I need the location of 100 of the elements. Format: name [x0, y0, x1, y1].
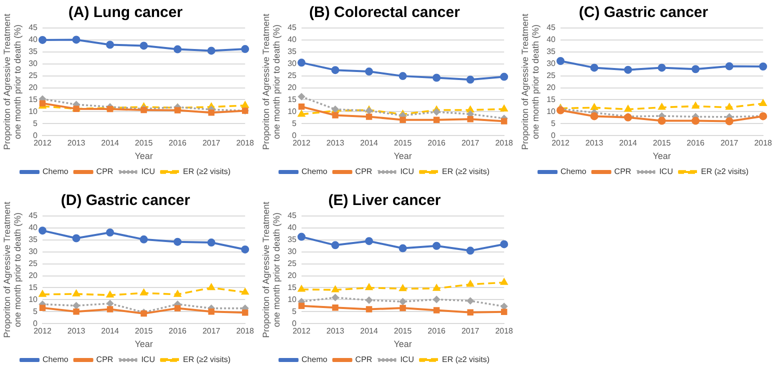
x-tick-label: 2016 [428, 138, 446, 148]
legend-label: Chemo [302, 167, 328, 176]
x-tick-label: 2012 [292, 326, 311, 336]
legend-label: Chemo [560, 167, 587, 176]
y-tick-label: 20 [28, 270, 38, 280]
y-tick-label: 45 [28, 211, 38, 220]
legend-label: CPR [96, 167, 114, 176]
y-tick-label: 30 [28, 247, 38, 256]
y-axis-title: Proporiton of Agressive Treatment one month prior to death (%) [2, 201, 23, 338]
x-tick-label: 2014 [101, 326, 120, 336]
y-tick-label: 25 [546, 71, 556, 80]
legend-label: CPR [355, 167, 372, 176]
legend-label: ICU [141, 167, 156, 176]
x-tick-label: 2012 [34, 326, 52, 336]
y-tick-label: 20 [546, 82, 556, 92]
y-tick-label: 40 [288, 223, 298, 232]
x-tick-label: 2016 [428, 326, 446, 336]
y-tick-label: 20 [28, 82, 38, 92]
y-tick-label: 5 [551, 118, 556, 128]
y-tick-label: 5 [292, 306, 298, 316]
x-axis-title: Year [652, 151, 671, 162]
y-tick-label: 35 [546, 47, 556, 56]
y-tick-label: 10 [546, 106, 556, 116]
y-tick-label: 30 [546, 59, 556, 68]
y-tick-label: 10 [288, 106, 298, 116]
y-tick-label: 20 [288, 82, 298, 92]
x-tick-label: 2015 [394, 326, 412, 336]
y-tick-label: 35 [28, 235, 38, 244]
y-tick-label: 45 [546, 23, 556, 32]
y-tick-label: 20 [288, 270, 298, 280]
x-tick-label: 2013 [326, 326, 345, 336]
x-tick-label: 2018 [754, 138, 773, 148]
legend-label: ICU [141, 355, 156, 364]
x-tick-label: 2015 [134, 138, 154, 148]
chart-title: (D) Gastric cancer [60, 192, 190, 210]
y-tick-label: 15 [28, 94, 38, 104]
y-tick-label: 30 [28, 59, 38, 68]
y-tick-label: 10 [28, 106, 38, 116]
chart-title: (A) Lung cancer [68, 4, 183, 22]
x-tick-label: 2015 [394, 138, 412, 148]
y-tick-label: 0 [292, 318, 298, 328]
y-tick-label: 0 [33, 318, 38, 328]
x-tick-label: 2017 [202, 326, 221, 336]
x-tick-label: 2016 [168, 138, 188, 148]
y-tick-label: 0 [33, 130, 38, 140]
chart-title: (E) Liver cancer [328, 192, 441, 210]
x-tick-label: 2015 [652, 138, 672, 148]
y-tick-label: 5 [33, 306, 38, 316]
y-axis-title: Proporiton of Agressive Treatment one month prior to death (%) [260, 13, 282, 150]
x-tick-label: 2013 [585, 138, 604, 148]
x-tick-label: 2016 [686, 138, 706, 148]
y-tick-label: 40 [28, 223, 38, 232]
legend-label: ICU [400, 355, 414, 364]
y-tick-label: 25 [28, 259, 38, 268]
x-tick-label: 2017 [720, 138, 739, 148]
x-tick-label: 2014 [360, 326, 378, 336]
legend-label: CPR [614, 167, 632, 176]
y-tick-label: 45 [28, 23, 38, 32]
y-tick-label: 30 [288, 247, 298, 256]
legend-label: Chemo [42, 355, 69, 364]
y-tick-label: 0 [551, 130, 556, 140]
y-tick-label: 30 [288, 59, 298, 68]
x-tick-label: 2012 [552, 138, 570, 148]
y-axis-title: Proporiton of Agressive Treatment one month prior to death (%) [260, 201, 282, 338]
y-tick-label: 45 [288, 23, 298, 32]
y-tick-label: 15 [28, 282, 38, 292]
y-tick-label: 25 [288, 259, 298, 268]
y-tick-label: 40 [28, 35, 38, 44]
x-tick-label: 2012 [34, 138, 52, 148]
x-tick-label: 2018 [236, 326, 255, 336]
y-tick-label: 35 [28, 47, 38, 56]
y-axis-title: Proporiton of Agressive Treatment one month prior to death (%) [2, 13, 23, 150]
x-tick-label: 2014 [360, 138, 378, 148]
x-tick-label: 2017 [461, 326, 480, 336]
y-tick-label: 15 [288, 94, 298, 104]
legend-label: Chemo [42, 167, 69, 176]
y-tick-label: 25 [28, 71, 38, 80]
y-tick-label: 10 [288, 294, 298, 304]
y-tick-label: 0 [292, 130, 298, 140]
x-tick-label: 2017 [461, 138, 480, 148]
x-tick-label: 2012 [292, 138, 311, 148]
x-tick-label: 2013 [67, 326, 86, 336]
x-tick-label: 2018 [236, 138, 255, 148]
x-tick-label: 2018 [495, 138, 514, 148]
y-tick-label: 10 [28, 294, 38, 304]
y-tick-label: 35 [288, 235, 298, 244]
y-tick-label: 15 [288, 282, 298, 292]
legend-label: ICU [400, 167, 414, 176]
legend-label: ER (≥2 visits) [182, 167, 231, 176]
legend-label: ER (≥2 visits) [182, 355, 231, 364]
x-tick-label: 2016 [168, 326, 188, 336]
x-tick-label: 2013 [326, 138, 345, 148]
chart-title: (C) Gastric cancer [578, 4, 708, 22]
legend-label: ER (≥2 visits) [700, 167, 749, 176]
chart-title: (B) Colorectal cancer [309, 4, 460, 22]
legend-label: ER (≥2 visits) [442, 355, 490, 364]
legend-label: ICU [659, 167, 674, 176]
x-tick-label: 2017 [202, 138, 221, 148]
y-tick-label: 5 [292, 118, 298, 128]
y-tick-label: 15 [546, 94, 556, 104]
